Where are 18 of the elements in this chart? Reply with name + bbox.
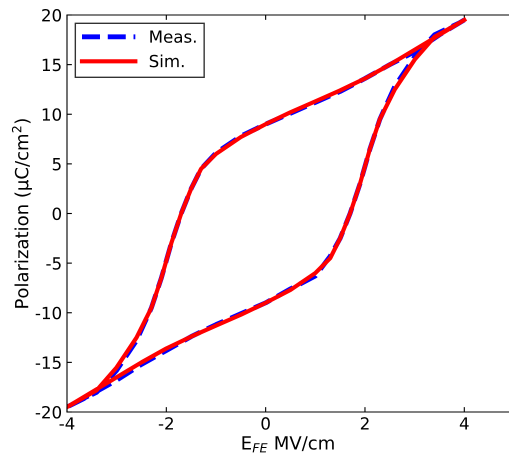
y-tick-label: -10 — [36, 306, 62, 320]
y-tick-label: -15 — [36, 356, 61, 369]
legend-label: Meas. — [150, 30, 196, 43]
y-tick-label: -20 — [36, 406, 62, 419]
y-tick-label: 5 — [52, 158, 61, 170]
y-tick-label: 20 — [42, 8, 62, 22]
y-tick-label: 0 — [52, 207, 62, 220]
y-axis-title: Polarization (μC/cm$^{2}$) — [12, 119, 32, 308]
x-tick-label: 4 — [460, 417, 469, 430]
y-tick-label: -5 — [46, 257, 61, 270]
x-tick-label: 0 — [261, 417, 270, 430]
x-axis-title: E$_{FE}$ MV/cm — [242, 436, 334, 452]
x-tick-label: -2 — [158, 417, 173, 430]
x-tick-label: 2 — [360, 417, 369, 430]
y-tick-label: 10 — [42, 108, 62, 121]
x-tick-label: -4 — [60, 417, 74, 430]
legend-label: Sim. — [150, 54, 184, 68]
y-tick-label: 15 — [42, 58, 61, 72]
